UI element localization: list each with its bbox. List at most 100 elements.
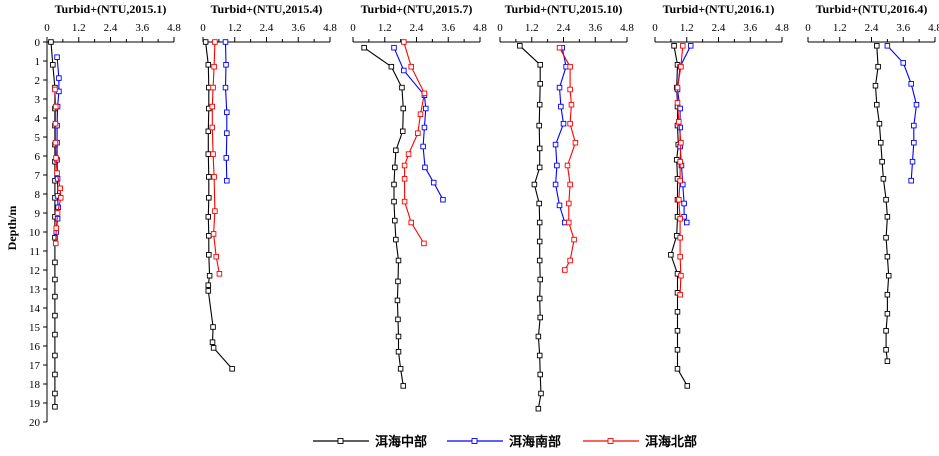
data-point [687, 43, 694, 49]
data-point [388, 63, 395, 70]
depth-tick-label: 17 [29, 360, 41, 372]
panel-title: Turbid+(NTU,2015.1) [55, 2, 167, 16]
data-point [556, 84, 563, 91]
data-point [52, 139, 59, 146]
data-point [552, 181, 559, 188]
data-point [879, 158, 885, 165]
data-point [678, 63, 684, 70]
data-point [564, 162, 571, 169]
data-point [205, 288, 212, 294]
series-line [874, 45, 890, 362]
data-point [677, 234, 683, 241]
data-point [50, 62, 56, 68]
depth-tick-label: 3 [35, 94, 41, 106]
panel-4: Turbid+(NTU,2015.10)0 1.2 2.4 3.6 4.8 [497, 2, 634, 412]
data-point [52, 259, 58, 266]
data-point [395, 316, 401, 323]
turbidity-tick-label: 2.4 [557, 22, 571, 34]
depth-tick-label: 14 [29, 303, 41, 315]
data-point [56, 75, 62, 81]
turbidity-tick-label: 2.4 [260, 22, 274, 34]
turbidity-tick-label: 1.2 [680, 22, 694, 34]
turbidity-tick-label: 3.6 [441, 22, 455, 34]
data-point [213, 253, 219, 260]
data-point [872, 82, 879, 89]
turbidity-tick-label: 3.6 [743, 22, 757, 34]
data-point [211, 63, 217, 70]
data-point [676, 119, 682, 125]
data-point [393, 147, 399, 154]
panel-5: Turbid+(NTU,2016.1) 0 1.2 2.4 3.6 4.8 [652, 2, 789, 389]
data-point [900, 60, 907, 66]
depth-tick-label: 12 [29, 265, 40, 277]
data-point [52, 120, 59, 127]
series-洱海北部 [52, 86, 64, 247]
depth-tick-label: 10 [29, 227, 41, 239]
data-point [58, 195, 64, 201]
data-point [401, 39, 407, 45]
legend-label: 洱海中部 [375, 434, 427, 450]
data-point [884, 358, 891, 364]
data-point [537, 62, 543, 68]
data-point [535, 405, 542, 412]
data-point [883, 196, 889, 203]
data-point [677, 291, 683, 298]
data-point [54, 54, 60, 60]
legend-label: 洱海南部 [509, 434, 561, 450]
depth-tick-label: 1 [35, 56, 41, 68]
turbidity-tick-label: 4.8 [928, 22, 939, 34]
data-point [52, 234, 58, 241]
data-point [210, 151, 216, 157]
data-point [210, 324, 216, 330]
data-point [210, 345, 217, 351]
data-point [674, 328, 681, 334]
depth-tick-label: 9 [35, 208, 41, 220]
data-point [913, 101, 920, 108]
data-point [395, 333, 402, 340]
data-point [393, 236, 399, 243]
data-point [421, 90, 428, 97]
data-point [884, 291, 891, 298]
data-point [48, 39, 54, 45]
panel-title: Turbid+(NTU,2015.7) [361, 2, 473, 16]
turbidity-tick-label: 3.6 [588, 22, 602, 34]
data-point [556, 44, 563, 51]
data-point [52, 240, 59, 247]
turbidity-tick-label: 4.8 [167, 22, 181, 34]
turbidity-tick-label: 0 [652, 22, 658, 34]
turbidity-tick-label: 2.4 [410, 22, 424, 34]
depth-tick-label: 16 [29, 341, 41, 353]
data-point [674, 100, 681, 106]
data-point [883, 347, 889, 353]
data-point [399, 128, 406, 135]
legend: 洱海中部 洱海南部 洱海北部 [313, 434, 697, 450]
series-line [555, 47, 567, 223]
data-point [401, 176, 408, 182]
data-point [567, 120, 573, 127]
data-point [205, 62, 212, 68]
y-axis-label: Depth/m [5, 206, 19, 251]
data-point [531, 181, 538, 188]
series-洱海北部 [209, 39, 223, 277]
data-point [568, 101, 575, 108]
turbidity-tick-label: 3.6 [896, 22, 910, 34]
data-point [676, 196, 682, 203]
depth-tick-label: 5 [35, 132, 41, 144]
turbidity-tick-label: 1.2 [72, 22, 86, 34]
data-point [223, 155, 230, 161]
data-point [420, 143, 426, 150]
data-point [421, 124, 428, 131]
data-point [53, 225, 60, 231]
data-point [883, 234, 889, 241]
data-point [399, 84, 405, 91]
series-洱海中部 [48, 39, 58, 410]
series-line [519, 45, 542, 409]
data-point [417, 111, 424, 117]
data-point [408, 219, 414, 226]
turbidity-tick-label: 1.2 [228, 22, 242, 34]
turbidity-tick-label: 1.2 [378, 22, 392, 34]
data-point [430, 179, 437, 186]
data-point [440, 196, 446, 203]
series-洱海中部 [361, 44, 407, 389]
data-point [911, 139, 917, 146]
